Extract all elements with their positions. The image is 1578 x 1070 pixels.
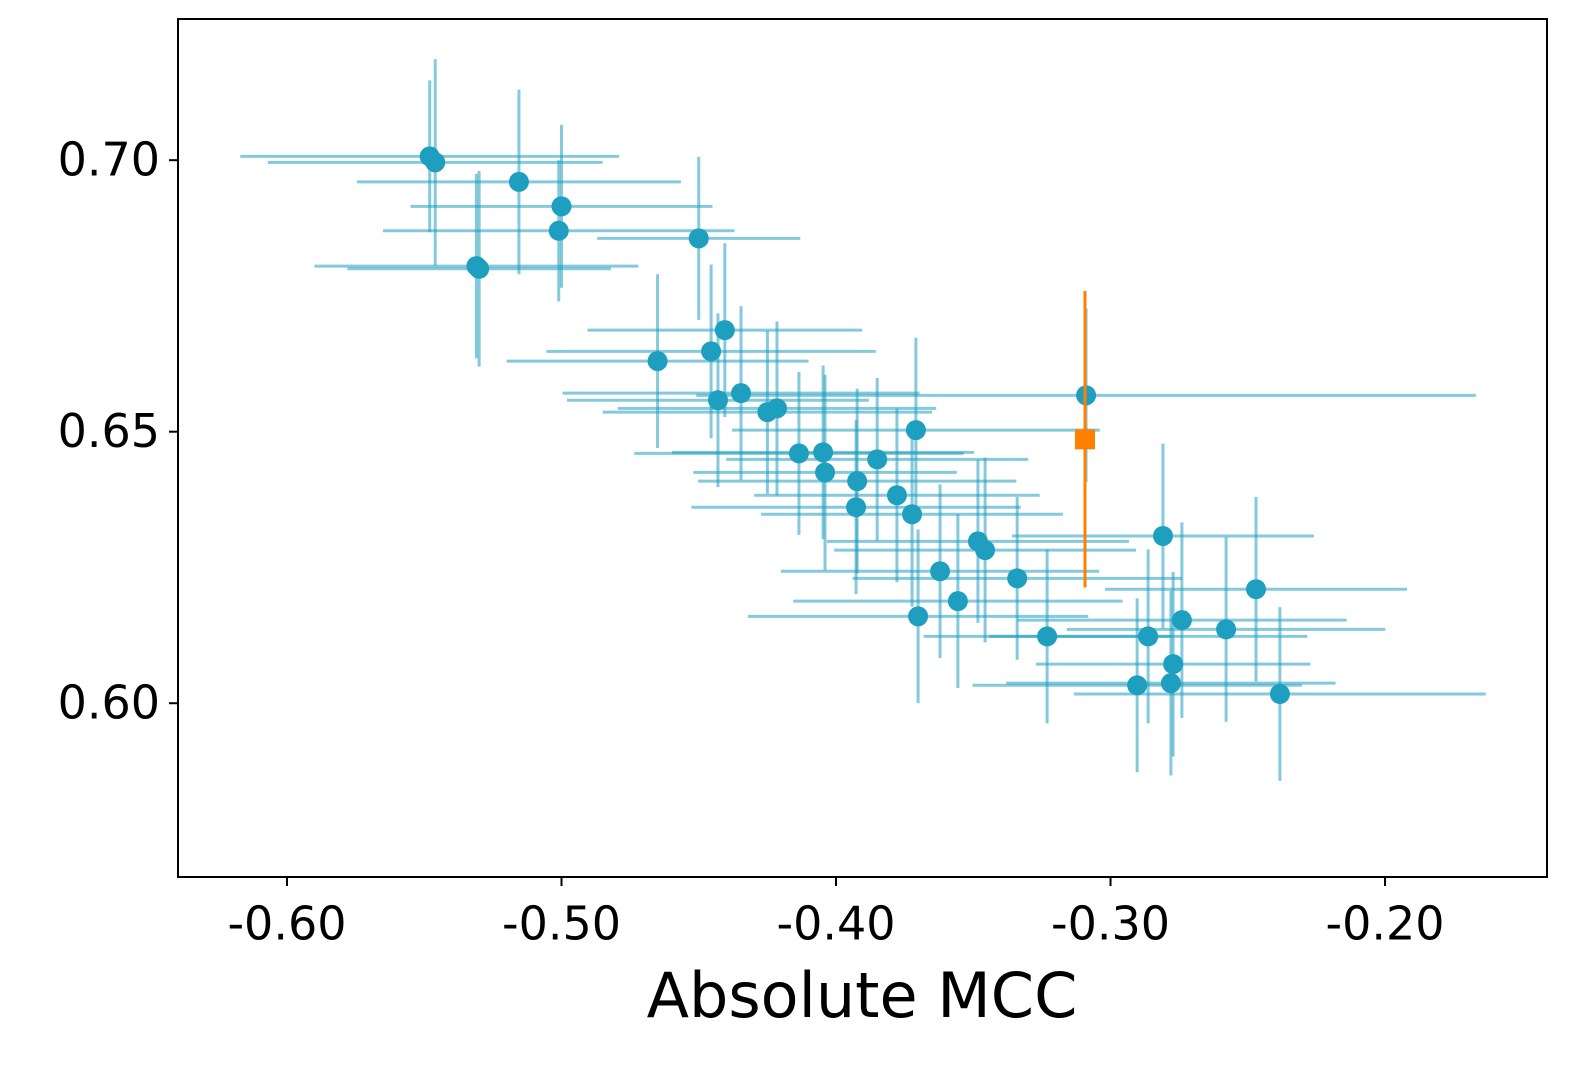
point bbox=[867, 449, 888, 470]
point bbox=[647, 351, 668, 372]
point bbox=[886, 485, 907, 506]
point bbox=[551, 196, 572, 217]
point bbox=[908, 606, 929, 627]
x-tick-label: -0.50 bbox=[502, 897, 621, 951]
x-tick-label: -0.40 bbox=[776, 897, 895, 951]
x-tick-label: -0.30 bbox=[1051, 897, 1170, 951]
point bbox=[1074, 429, 1095, 450]
point bbox=[813, 442, 834, 463]
y-tick-label: 0.60 bbox=[58, 676, 160, 730]
point bbox=[731, 383, 752, 404]
point bbox=[1007, 568, 1028, 589]
point bbox=[1171, 610, 1192, 631]
point bbox=[788, 443, 809, 464]
y-tick-label: 0.70 bbox=[58, 133, 160, 187]
point bbox=[947, 591, 968, 612]
point bbox=[846, 497, 867, 518]
point bbox=[1127, 675, 1148, 696]
point bbox=[1269, 683, 1290, 704]
point bbox=[1160, 673, 1181, 694]
x-tick-label: -0.60 bbox=[227, 897, 346, 951]
point bbox=[1152, 525, 1173, 546]
point bbox=[425, 152, 446, 173]
point bbox=[1138, 626, 1159, 647]
point bbox=[548, 220, 569, 241]
point bbox=[930, 561, 951, 582]
x-axis-label: Absolute MCC bbox=[647, 959, 1078, 1032]
point bbox=[469, 258, 490, 279]
point bbox=[847, 471, 868, 492]
point bbox=[701, 341, 722, 362]
point bbox=[1163, 654, 1184, 675]
x-tick-label: -0.20 bbox=[1326, 897, 1445, 951]
point bbox=[688, 228, 709, 249]
point bbox=[707, 390, 728, 411]
point bbox=[1216, 619, 1237, 640]
point bbox=[766, 398, 787, 419]
point bbox=[714, 320, 735, 341]
y-tick-label: 0.65 bbox=[58, 404, 160, 458]
plot-frame bbox=[177, 18, 1548, 878]
point bbox=[902, 504, 923, 525]
point bbox=[508, 171, 529, 192]
point bbox=[1037, 626, 1058, 647]
point bbox=[905, 420, 926, 441]
point bbox=[975, 540, 996, 561]
point bbox=[1246, 579, 1267, 600]
point bbox=[815, 462, 836, 483]
